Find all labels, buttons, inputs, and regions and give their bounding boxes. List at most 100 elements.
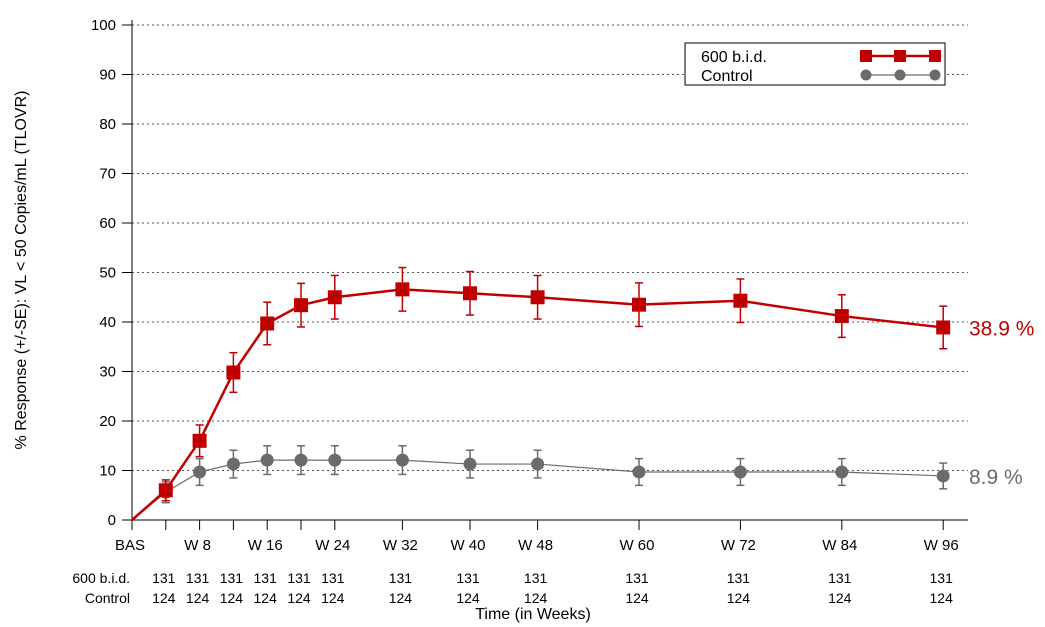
- count-cell: 131: [152, 570, 176, 586]
- count-cell: 131: [930, 570, 954, 586]
- data-point-square: [192, 433, 207, 448]
- x-tick-label: W 16: [248, 537, 283, 554]
- end-labels: 38.9 % 8.9 %: [969, 317, 1034, 489]
- count-cell: 131: [828, 570, 852, 586]
- count-cell: 124: [930, 590, 954, 606]
- y-tick-label: 20: [99, 413, 116, 430]
- count-cell: 131: [625, 570, 649, 586]
- legend-marker-circle: [860, 69, 872, 81]
- data-point-circle: [531, 457, 545, 471]
- data-point-circle: [463, 457, 477, 471]
- x-tick-labels: BAS W 8 W 16 W 24 W 32 W 40 W 48 W 60 W 72 W 84 W …: [115, 537, 959, 554]
- count-cell: 124: [828, 590, 852, 606]
- axes: [122, 20, 968, 530]
- x-tick-label: W 8: [184, 537, 211, 554]
- series-600bid: [131, 266, 951, 521]
- data-point-circle: [294, 453, 308, 467]
- count-cell: 124: [254, 590, 278, 606]
- data-point-square: [395, 282, 410, 297]
- end-label-600bid: 38.9 %: [969, 317, 1034, 340]
- count-cell: 124: [456, 590, 480, 606]
- data-point-square: [834, 309, 849, 324]
- count-cell: 124: [152, 590, 176, 606]
- y-tick-label: 90: [99, 67, 116, 84]
- data-point-circle: [936, 469, 950, 483]
- series: [131, 266, 951, 521]
- data-point-square: [632, 297, 646, 312]
- patient-counts-table: 600 b.i.d. 131 131 131 131 131 131 131 131 131 131…: [72, 570, 953, 606]
- data-point-circle: [226, 457, 240, 471]
- count-cell: 124: [321, 590, 345, 606]
- count-row-label: Control: [85, 590, 130, 606]
- y-tick-label: 70: [99, 166, 116, 183]
- legend-symbol-control: [860, 69, 941, 81]
- data-point-circle: [193, 465, 207, 479]
- count-cell: 124: [389, 590, 413, 606]
- legend-marker-square: [929, 50, 941, 62]
- count-cell: 131: [389, 570, 413, 586]
- x-tick-label: W 40: [450, 537, 485, 554]
- x-tick-label: BAS: [115, 537, 145, 554]
- x-tick-label: W 32: [383, 537, 418, 554]
- legend-marker-circle: [894, 69, 906, 81]
- data-point-circle: [835, 465, 849, 479]
- y-tick-label: 60: [99, 215, 116, 232]
- legend: 600 b.i.d. Control: [684, 42, 946, 86]
- data-point-circle: [632, 465, 646, 479]
- legend-label-control: Control: [701, 68, 753, 85]
- data-point-square: [936, 320, 951, 335]
- y-tick-label: 0: [108, 512, 116, 529]
- data-point-square: [226, 365, 241, 380]
- x-tick-label: W 96: [924, 537, 959, 554]
- legend-marker-circle: [929, 69, 941, 81]
- count-cell: 131: [220, 570, 244, 586]
- x-tick-label: W 60: [619, 537, 654, 554]
- data-point-circle: [395, 453, 409, 467]
- y-axis-title: % Response (+/-SE): VL < 50 Copies/mL (T…: [13, 91, 30, 450]
- count-cell: 124: [220, 590, 244, 606]
- x-tick-label: W 24: [315, 537, 350, 554]
- data-point-square: [733, 293, 748, 308]
- count-cell: 124: [625, 590, 649, 606]
- data-point-square: [260, 316, 275, 331]
- series-line: [131, 288, 944, 521]
- count-cell: 131: [186, 570, 210, 586]
- count-cell: 131: [456, 570, 480, 586]
- count-cell: 131: [254, 570, 278, 586]
- y-tick-label: 100: [91, 17, 116, 34]
- data-point-square: [294, 298, 308, 313]
- count-cell: 124: [287, 590, 311, 606]
- end-label-control: 8.9 %: [969, 466, 1023, 489]
- data-point-square: [463, 286, 477, 301]
- data-point-square: [158, 483, 173, 498]
- y-tick-label: 40: [99, 314, 116, 331]
- series-control: [131, 445, 950, 521]
- data-point-circle: [733, 465, 747, 479]
- y-tick-label: 10: [99, 463, 116, 480]
- count-cell: 131: [321, 570, 345, 586]
- data-point-circle: [328, 453, 342, 467]
- count-row-label: 600 b.i.d.: [72, 570, 130, 586]
- count-cell: 131: [287, 570, 311, 586]
- x-tick-label: W 72: [721, 537, 756, 554]
- count-cell: 124: [186, 590, 210, 606]
- legend-symbol-600bid: [860, 50, 941, 62]
- count-cell: 131: [727, 570, 751, 586]
- count-cell: 124: [524, 590, 548, 606]
- data-point-circle: [260, 453, 274, 467]
- x-tick-label: W 84: [822, 537, 857, 554]
- y-tick-label: 30: [99, 364, 116, 381]
- y-tick-labels: 0 10 20 30 40 50 60 70 80 90 100: [91, 17, 116, 529]
- legend-label-600bid: 600 b.i.d.: [701, 49, 767, 66]
- gridlines: [132, 24, 968, 471]
- count-cell: 131: [524, 570, 548, 586]
- x-axis-title: Time (in Weeks): [475, 606, 591, 623]
- legend-marker-square: [894, 50, 906, 62]
- x-tick-label: W 48: [518, 537, 553, 554]
- y-tick-label: 50: [99, 265, 116, 282]
- data-point-square: [327, 290, 342, 305]
- legend-marker-square: [860, 50, 872, 62]
- count-cell: 124: [727, 590, 751, 606]
- data-point-square: [530, 290, 545, 305]
